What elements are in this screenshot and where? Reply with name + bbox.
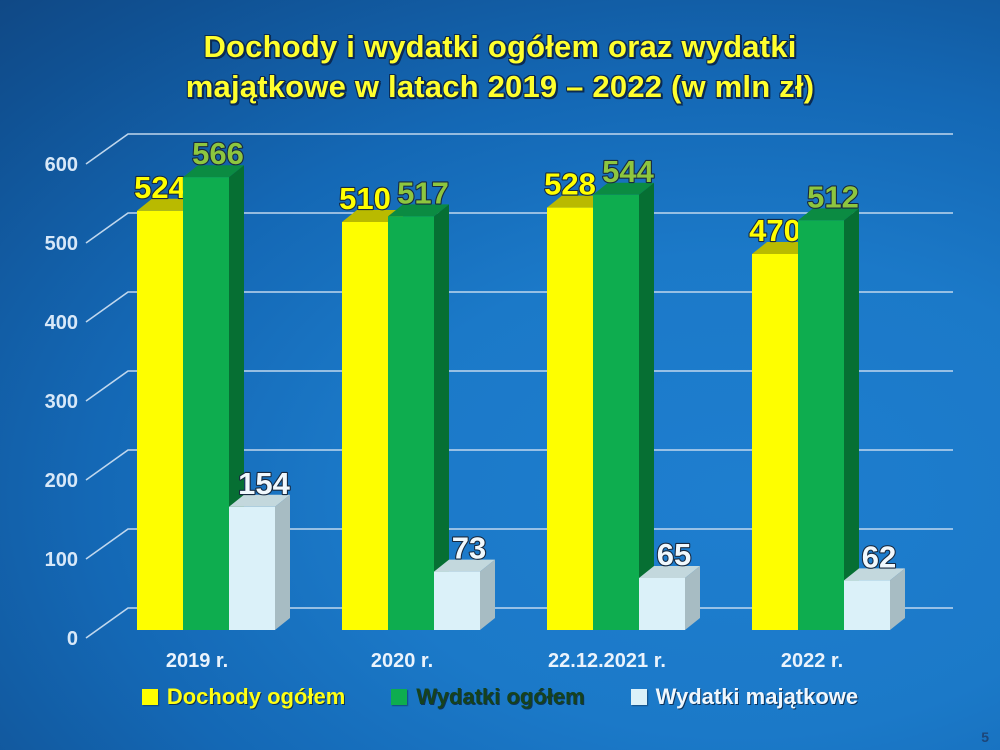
- bar-value-label: 512: [807, 179, 859, 214]
- bar-value-label: 566: [192, 136, 244, 171]
- bar-value-label: 154: [238, 466, 290, 501]
- bar-top-face: [844, 568, 905, 581]
- bar-side-face: [275, 494, 290, 630]
- bar-top-face: [342, 210, 403, 222]
- bar-front-face: [388, 216, 434, 630]
- bar-top-face: [798, 208, 859, 221]
- legend-swatch-yellow: [141, 689, 158, 705]
- grid-line: [85, 212, 953, 244]
- bar-front-face: [752, 254, 798, 630]
- legend-label: Wydatki majątkowe: [655, 684, 859, 709]
- slide-title: Dochody i wydatki ogółem oraz wydatki ma…: [0, 27, 1000, 107]
- y-axis-tick-label: 200: [45, 470, 78, 492]
- bar-top-face: [547, 195, 608, 208]
- bar-value-label: 470: [749, 213, 801, 248]
- bar-front-face: [342, 222, 388, 630]
- bar-front-face: [798, 220, 844, 630]
- bar-front-face: [434, 571, 480, 630]
- grid-line: [85, 370, 953, 402]
- x-axis-category-label: 22.12.2021 r.: [548, 650, 666, 672]
- y-axis-tick-label: 600: [45, 154, 78, 176]
- grid-line: [85, 449, 953, 481]
- bar-side-face: [480, 559, 495, 630]
- slide-title-line-1: Dochody i wydatki ogółem oraz wydatki: [203, 29, 797, 64]
- x-axis-category-label: 2019 r.: [166, 650, 228, 672]
- bar-front-face: [137, 210, 183, 631]
- bar-value-label: 510: [339, 181, 391, 216]
- bar-top-face: [434, 559, 495, 572]
- y-axis-tick-label: 400: [45, 312, 78, 334]
- legend-label: Wydatki ogółem: [416, 684, 585, 709]
- bar-value-label: 62: [862, 539, 896, 574]
- bar-top-face: [137, 198, 198, 211]
- bar-front-face: [593, 194, 639, 631]
- legend-swatch-green: [391, 689, 408, 705]
- bar-side-face: [434, 204, 449, 630]
- bar-value-label: 65: [657, 537, 691, 572]
- bar-front-face: [229, 506, 275, 630]
- bar-top-face: [229, 494, 290, 507]
- bar-side-face: [890, 568, 905, 630]
- bar-side-face: [844, 208, 859, 630]
- legend-swatch-lightblue: [630, 689, 647, 705]
- bar-value-label: 528: [544, 167, 596, 202]
- slide-title-line-2: majątkowe w latach 2019 – 2022 (w mln zł…: [185, 69, 815, 104]
- bar-front-face: [547, 207, 593, 630]
- grid-line: [85, 291, 953, 323]
- grid-line: [85, 133, 953, 165]
- chart-legend: Dochody ogółem Wydatki ogółem Wydatki ma…: [0, 684, 1000, 710]
- bar-front-face: [844, 580, 890, 630]
- page-number: 5: [981, 729, 989, 745]
- legend-item-wydatki-majatkowe: Wydatki majątkowe: [630, 684, 859, 710]
- legend-item-dochody-ogolem: Dochody ogółem: [141, 684, 346, 710]
- legend-item-wydatki-ogolem: Wydatki ogółem: [391, 684, 585, 710]
- y-axis-tick-label: 500: [45, 233, 78, 255]
- bar-value-label: 544: [602, 154, 654, 189]
- y-axis-tick-label: 0: [67, 628, 78, 650]
- legend-label: Dochody ogółem: [166, 684, 346, 709]
- bar-top-face: [593, 182, 654, 195]
- bar-front-face: [183, 177, 229, 630]
- bar-value-label: 73: [452, 531, 486, 566]
- bar-top-face: [388, 204, 449, 217]
- y-axis-tick-label: 300: [45, 391, 78, 413]
- x-axis-category-label: 2022 r.: [781, 650, 843, 672]
- bar-top-face: [639, 566, 700, 578]
- x-axis-category-label: 2020 r.: [371, 650, 433, 672]
- bar-top-face: [183, 165, 244, 178]
- bar-value-label: 517: [397, 175, 449, 210]
- y-axis-tick-label: 100: [45, 549, 78, 571]
- bar-value-label: 524: [134, 170, 186, 205]
- bar-top-face: [752, 242, 813, 254]
- bar-side-face: [685, 566, 700, 630]
- grid-line: [85, 528, 953, 560]
- bar-front-face: [639, 578, 685, 630]
- bar-side-face: [639, 182, 654, 631]
